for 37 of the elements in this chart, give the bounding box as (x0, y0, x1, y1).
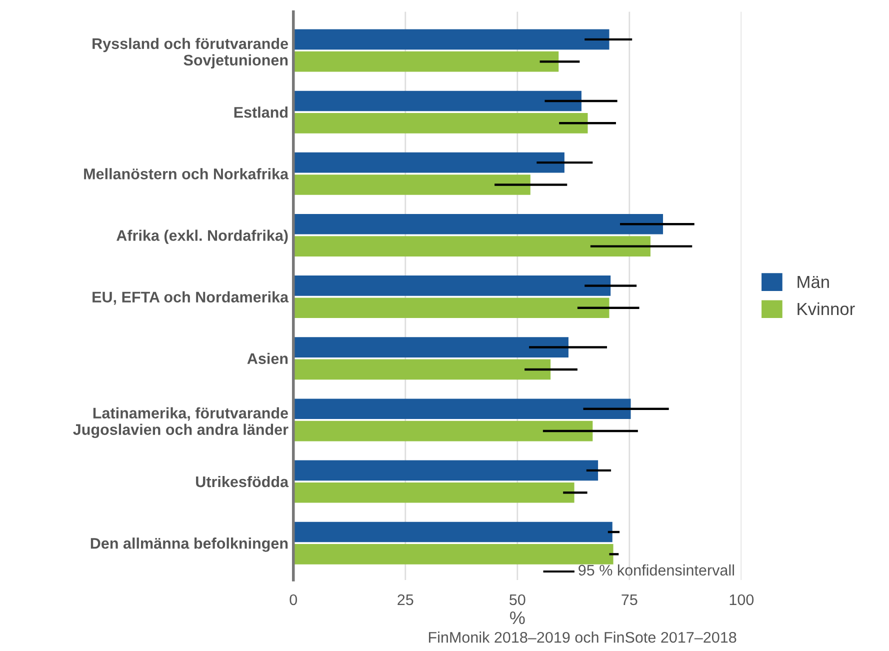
bar (293, 522, 612, 542)
y-tick-label: Asien (247, 352, 288, 364)
bar (293, 337, 568, 358)
y-tick-label: Utrikesfödda (196, 476, 289, 488)
bar (293, 152, 564, 173)
legend-label: Män (798, 276, 829, 288)
bar (293, 276, 611, 296)
bar (293, 51, 559, 72)
y-tick-label: Estland (234, 106, 288, 118)
bar (293, 174, 530, 195)
bar (293, 214, 664, 234)
y-tick-label: EU, EFTA och Nordamerika (92, 291, 289, 305)
bar (293, 544, 614, 564)
bar (293, 460, 598, 481)
bar (293, 298, 610, 318)
bar (293, 29, 610, 50)
bar (293, 236, 650, 256)
bar (293, 482, 574, 503)
x-tick-label: 100 (730, 594, 754, 606)
x-tick-label: 25 (398, 594, 414, 606)
bar (293, 398, 631, 420)
text: FinMonik 2018–2019 och FinSote 2017–2018 (428, 632, 736, 643)
x-tick-label: 50 (510, 594, 526, 606)
bar (293, 113, 588, 134)
bar (293, 420, 593, 442)
y-tick-label: Den allmänna befolkningen (90, 538, 288, 552)
annotation: 95 % konfidensintervall (578, 564, 734, 576)
bar (293, 359, 551, 380)
legend-label: Kvinnor (798, 302, 855, 316)
y-tick-label: Latinamerika, förutvarande Jugoslavien och andra länder (73, 407, 288, 438)
y-tick-label: Afrika (exkl. Nordafrika) (116, 230, 288, 244)
y-tick-label: Mellanöstern och Norkafrika (84, 168, 289, 180)
y-tick-label: Ryssland och förutvarande Sovjetunionen (92, 38, 288, 69)
x-axis-title: % (510, 612, 525, 624)
bar (293, 90, 582, 112)
x-tick-label: 0 (290, 594, 298, 606)
x-tick-label: 75 (622, 594, 638, 606)
